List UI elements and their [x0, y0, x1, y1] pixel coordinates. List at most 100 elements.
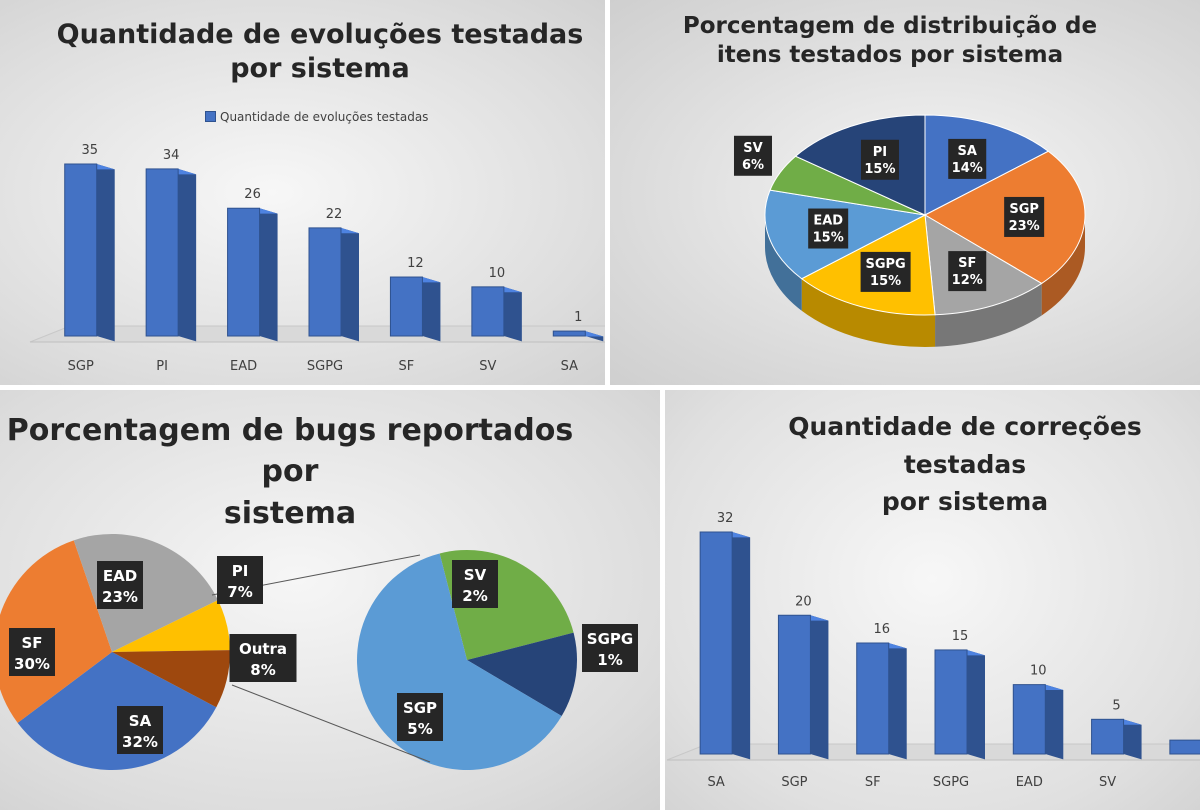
label-name: SF: [21, 634, 42, 652]
chart-title-line: Quantidade de evoluções testadas: [56, 19, 584, 50]
pie-data-label: SF 12%: [948, 251, 987, 292]
label-box: [582, 624, 638, 672]
pie-slice-side: [765, 215, 802, 311]
label-value: 2%: [462, 587, 487, 605]
label-name: SGP: [1009, 202, 1039, 217]
label-box: [9, 628, 55, 676]
pie-slice: [0, 540, 112, 723]
chart-title-line: itens testados por sistema: [716, 41, 1064, 68]
bar-front: [145, 168, 179, 337]
bugs-chart-panel: Porcentagem de bugs reportados por siste…: [0, 390, 660, 810]
bar: [1169, 739, 1200, 755]
pie-data-label: EAD 23%: [97, 561, 143, 609]
label-box: [97, 561, 143, 609]
pie-data-label: SA 32%: [117, 706, 163, 754]
bar-front: [227, 207, 261, 337]
chart-legend: Quantidade de evoluções testadas: [205, 110, 428, 124]
bar-chart-area: 35 SGP 34 PI 26 EAD 22 SGPG 12 SF 10 SV 1 SA: [29, 143, 605, 374]
label-box: [808, 208, 849, 249]
label-value: 8%: [250, 661, 275, 679]
bar-front: [1169, 739, 1200, 755]
chart-title: Quantidade de evoluções testadas por sis…: [40, 18, 600, 86]
label-box: [948, 138, 987, 179]
label-value: 1%: [597, 651, 622, 669]
bar: [471, 286, 522, 342]
label-box: [860, 251, 911, 292]
bar: [856, 642, 907, 760]
legend-label: Quantidade de evoluções testadas: [220, 110, 429, 124]
bar-side: [967, 649, 985, 760]
label-name: SV: [464, 566, 487, 584]
bar-chart-area: 32 SA 20 SGP 16 SF 15 SGPG 10 EAD 5 SV: [666, 511, 1200, 790]
pie-data-label: EAD 15%: [808, 208, 849, 249]
x-tick-label: PI: [156, 359, 168, 374]
x-tick-label: SGPG: [933, 775, 969, 790]
bar-front: [1012, 684, 1046, 755]
data-label: 20: [795, 594, 812, 609]
pie-data-label: SGP 5%: [397, 693, 443, 741]
data-label: 26: [244, 187, 261, 202]
x-tick-label: SA: [561, 359, 578, 374]
label-box: [733, 135, 772, 176]
data-label: 1: [574, 310, 582, 325]
x-tick-label: SV: [479, 359, 496, 374]
label-value: 30%: [14, 655, 50, 673]
bar: [227, 207, 278, 342]
label-box: [1004, 196, 1045, 237]
label-name: Outra: [239, 640, 287, 658]
label-name: SF: [958, 256, 976, 271]
bar-front: [1091, 718, 1125, 755]
pie-data-label: PI 15%: [860, 139, 899, 180]
bar-front: [471, 286, 505, 337]
bar-front: [552, 330, 586, 337]
secondary-pie-slice: [467, 632, 577, 716]
x-tick-label: SGPG: [307, 359, 343, 374]
bar-side: [503, 286, 522, 342]
pie-data-label: SF 30%: [9, 628, 55, 676]
data-label: 12: [407, 256, 424, 271]
bar-side: [810, 615, 829, 760]
label-value: 6%: [742, 158, 764, 173]
bar-side: [422, 277, 441, 342]
correcoes-chart-panel: Quantidade de correções testadas por sis…: [665, 390, 1200, 810]
label-box: [117, 706, 163, 754]
bar-side: [259, 208, 278, 342]
label-name: PI: [232, 562, 249, 580]
x-tick-label: SA: [707, 775, 724, 790]
chart-title: Porcentagem de distribuição de itens tes…: [610, 12, 1170, 70]
bar: [308, 227, 359, 342]
bar-front: [777, 614, 811, 755]
bar-front: [389, 276, 423, 337]
chart-title-line: sistema: [223, 495, 357, 531]
bar-side: [178, 168, 197, 342]
chart-title: Porcentagem de bugs reportados por siste…: [0, 410, 580, 534]
bar: [145, 168, 197, 342]
label-name: EAD: [813, 214, 843, 229]
pie-slice-side: [935, 283, 1042, 347]
x-tick-label: SGP: [68, 359, 94, 374]
pie-data-label: SGP 23%: [1004, 196, 1045, 237]
label-box: [452, 560, 498, 608]
label-value: 32%: [122, 733, 158, 751]
pie-data-label: SGPG 1%: [582, 624, 638, 672]
bar-front: [308, 227, 342, 337]
data-label: 34: [163, 148, 180, 163]
bar: [1012, 684, 1064, 760]
label-box: [229, 634, 297, 682]
data-label: 35: [81, 143, 98, 158]
evolucoes-chart-panel: Quantidade de evoluções testadas por sis…: [0, 0, 605, 385]
label-name: SGPG: [865, 257, 905, 272]
data-label: 10: [489, 266, 506, 281]
label-value: 23%: [102, 588, 138, 606]
chart-title-line: por sistema: [881, 487, 1049, 516]
label-value: 12%: [952, 273, 983, 288]
pie-slice: [112, 650, 231, 708]
bar-front: [856, 642, 890, 755]
label-box: [948, 251, 987, 292]
pie-slice-side: [801, 278, 936, 347]
label-name: SV: [743, 141, 762, 156]
chart-title-line: Porcentagem de bugs reportados por: [6, 413, 574, 490]
bar: [64, 163, 115, 342]
chart-title-line: Porcentagem de distribuição de: [682, 13, 1098, 39]
data-label: 15: [952, 629, 969, 644]
